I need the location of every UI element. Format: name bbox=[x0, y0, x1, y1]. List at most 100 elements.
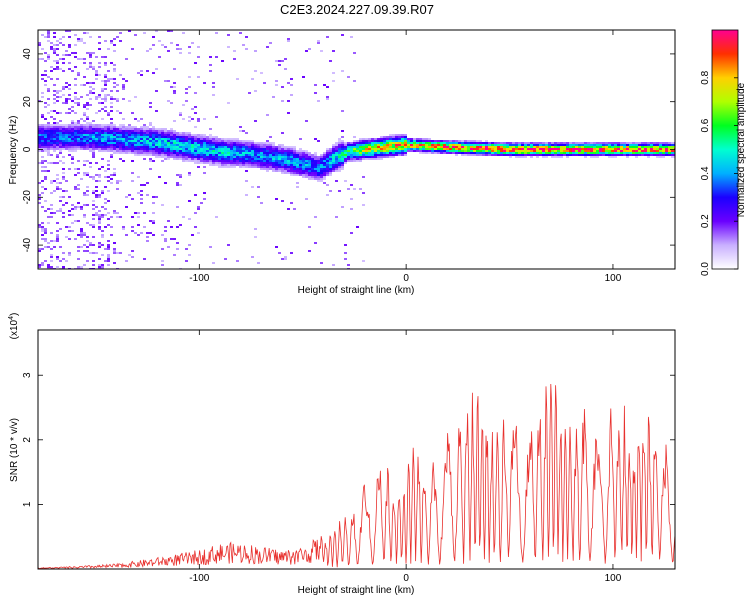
heatmap-cell bbox=[626, 156, 629, 158]
heatmap-cell bbox=[527, 154, 530, 156]
heatmap-cell bbox=[323, 176, 326, 178]
heatmap-cell bbox=[233, 144, 236, 146]
heatmap-cell bbox=[326, 154, 329, 156]
heatmap-cell bbox=[647, 152, 650, 154]
heatmap-cell bbox=[260, 168, 263, 170]
heatmap-cell bbox=[305, 150, 308, 152]
heatmap-cell bbox=[398, 152, 401, 154]
heatmap-cell bbox=[536, 148, 539, 150]
heatmap-cell bbox=[143, 130, 146, 132]
heatmap-cell bbox=[47, 112, 50, 114]
heatmap-cell bbox=[41, 180, 44, 182]
heatmap-cell bbox=[122, 84, 125, 86]
heatmap-cell bbox=[104, 140, 107, 142]
heatmap-cell bbox=[542, 150, 545, 152]
heatmap-cell bbox=[512, 148, 515, 150]
heatmap-cell bbox=[143, 146, 146, 148]
heatmap-cell bbox=[401, 138, 404, 140]
heatmap-cell bbox=[521, 148, 524, 150]
heatmap-cell bbox=[329, 172, 332, 174]
heatmap-cell bbox=[269, 150, 272, 152]
heatmap-cell bbox=[164, 128, 167, 130]
heatmap-cell bbox=[152, 160, 155, 162]
heatmap-cell bbox=[50, 130, 53, 132]
heatmap-cell bbox=[125, 152, 128, 154]
heatmap-cell bbox=[281, 160, 284, 162]
heatmap-cell bbox=[86, 126, 89, 128]
heatmap-cell bbox=[587, 154, 590, 156]
heatmap-cell bbox=[158, 128, 161, 130]
heatmap-cell bbox=[179, 184, 182, 186]
heatmap-cell bbox=[50, 128, 53, 130]
heatmap-cell bbox=[461, 154, 464, 156]
heatmap-cell bbox=[41, 58, 44, 60]
heatmap-cell bbox=[122, 118, 125, 120]
heatmap-cell bbox=[95, 194, 98, 196]
heatmap-cell bbox=[179, 136, 182, 138]
heatmap-cell bbox=[227, 142, 230, 144]
heatmap-cell bbox=[578, 148, 581, 150]
heatmap-cell bbox=[587, 146, 590, 148]
heatmap-cell bbox=[401, 136, 404, 138]
heatmap-cell bbox=[164, 226, 167, 228]
heatmap-cell bbox=[227, 148, 230, 150]
heatmap-cell bbox=[521, 156, 524, 158]
heatmap-cell bbox=[89, 56, 92, 58]
heatmap-cell bbox=[584, 148, 587, 150]
heatmap-cell bbox=[251, 152, 254, 154]
heatmap-cell bbox=[521, 154, 524, 156]
heatmap-cell bbox=[212, 160, 215, 162]
heatmap-cell bbox=[323, 166, 326, 168]
heatmap-cell bbox=[119, 148, 122, 150]
heatmap-cell bbox=[128, 132, 131, 134]
heatmap-cell bbox=[395, 142, 398, 144]
heatmap-cell bbox=[335, 152, 338, 154]
heatmap-cell bbox=[341, 70, 344, 72]
heatmap-cell bbox=[203, 158, 206, 160]
heatmap-cell bbox=[458, 144, 461, 146]
heatmap-cell bbox=[62, 134, 65, 136]
heatmap-cell bbox=[398, 142, 401, 144]
heatmap-cell bbox=[86, 116, 89, 118]
heatmap-cell bbox=[233, 50, 236, 52]
heatmap-cell bbox=[416, 142, 419, 144]
heatmap-cell bbox=[209, 144, 212, 146]
heatmap-cell bbox=[206, 162, 209, 164]
heatmap-cell bbox=[77, 104, 80, 106]
heatmap-cell bbox=[383, 156, 386, 158]
heatmap-cell bbox=[476, 144, 479, 146]
heatmap-cell bbox=[638, 154, 641, 156]
heatmap-cell bbox=[89, 252, 92, 254]
heatmap-cell bbox=[644, 154, 647, 156]
heatmap-cell bbox=[56, 210, 59, 212]
heatmap-cell bbox=[392, 146, 395, 148]
heatmap-cell bbox=[110, 148, 113, 150]
heatmap-cell bbox=[98, 66, 101, 68]
heatmap-cell bbox=[107, 200, 110, 202]
heatmap-cell bbox=[458, 150, 461, 152]
heatmap-cell bbox=[92, 52, 95, 54]
heatmap-cell bbox=[170, 152, 173, 154]
heatmap-cell bbox=[464, 148, 467, 150]
heatmap-cell bbox=[44, 232, 47, 234]
heatmap-cell bbox=[41, 116, 44, 118]
heatmap-cell bbox=[311, 160, 314, 162]
heatmap-cell bbox=[116, 180, 119, 182]
heatmap-cell bbox=[71, 126, 74, 128]
heatmap-cell bbox=[533, 152, 536, 154]
heatmap-cell bbox=[353, 154, 356, 156]
heatmap-cell bbox=[263, 146, 266, 148]
heatmap-cell bbox=[116, 136, 119, 138]
heatmap-cell bbox=[230, 150, 233, 152]
heatmap-cell bbox=[428, 146, 431, 148]
heatmap-cell bbox=[659, 146, 662, 148]
heatmap-cell bbox=[62, 70, 65, 72]
heatmap-cell bbox=[44, 176, 47, 178]
heatmap-cell bbox=[233, 160, 236, 162]
heatmap-cell bbox=[74, 188, 77, 190]
heatmap-cell bbox=[236, 162, 239, 164]
heatmap-cell bbox=[128, 136, 131, 138]
heatmap-cell bbox=[338, 168, 341, 170]
heatmap-cell bbox=[122, 124, 125, 126]
heatmap-cell bbox=[500, 150, 503, 152]
